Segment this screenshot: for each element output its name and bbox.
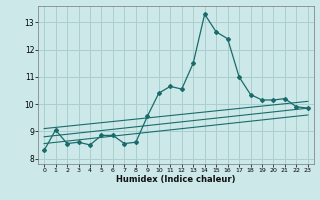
X-axis label: Humidex (Indice chaleur): Humidex (Indice chaleur) — [116, 175, 236, 184]
